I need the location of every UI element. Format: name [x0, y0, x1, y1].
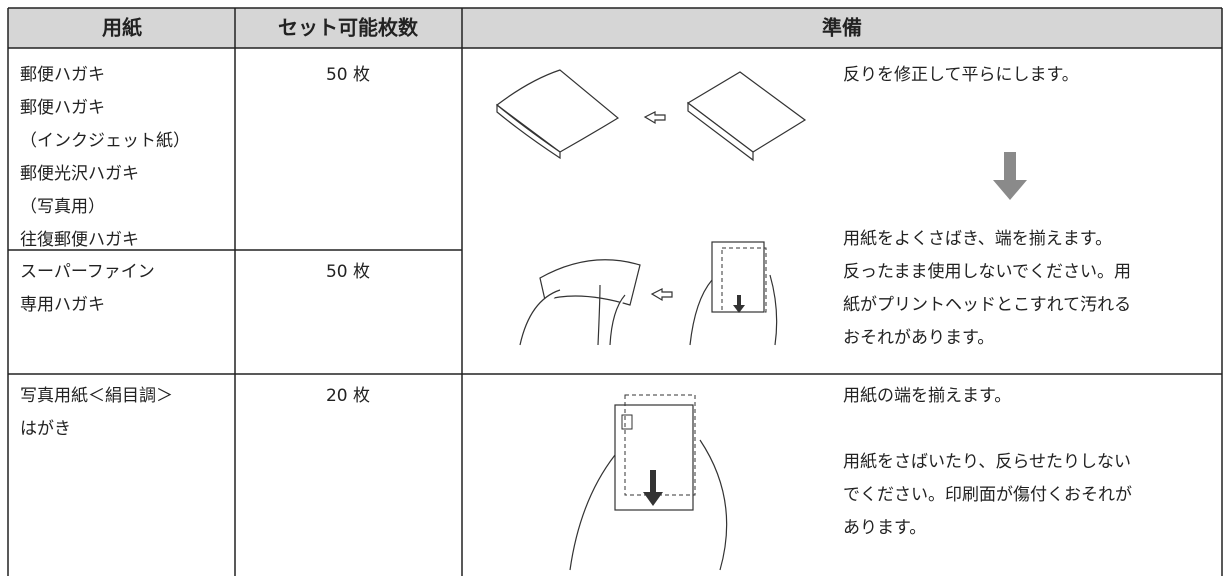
prep-text: 反ったまま使用しないでください。用 — [843, 261, 1131, 282]
paper-name: 往復郵便ハガキ — [20, 230, 139, 250]
table-borders — [7, 7, 1223, 576]
header-cell: 準備 — [822, 16, 862, 40]
sheet-count: 20 枚 — [326, 386, 370, 406]
paper-name: （インクジェット紙） — [20, 131, 190, 151]
prep-text: 紙がプリントヘッドとこすれて汚れる — [843, 295, 1131, 315]
paper-name: 専用ハガキ — [20, 295, 105, 315]
paper-name: 郵便光沢ハガキ — [20, 164, 139, 184]
paper-name: 郵便ハガキ — [20, 98, 105, 118]
sheet-count: 50 枚 — [326, 65, 370, 85]
sheet-count: 50 枚 — [326, 262, 370, 282]
paper-name: 写真用紙＜絹目調＞ — [20, 386, 173, 406]
paper-name: 郵便ハガキ — [20, 65, 105, 85]
prep-text: でください。印刷面が傷付くおそれが — [843, 485, 1132, 505]
prep-text: 用紙をよくさばき、端を揃えます。 — [843, 229, 1112, 249]
prep-text: 反りを修正して平らにします。 — [843, 65, 1079, 85]
paper-name: スーパーファイン — [20, 262, 155, 282]
prep-text: 用紙の端を揃えます。 — [843, 386, 1011, 406]
header-cell: 用紙 — [102, 16, 142, 40]
paper-name: （写真用） — [20, 197, 105, 217]
prep-text: おそれがあります。 — [843, 328, 994, 348]
prep-text: 用紙をさばいたり、反らせたりしない — [843, 452, 1131, 472]
illustration — [496, 69, 1027, 571]
paper-name: はがき — [20, 419, 71, 439]
header-background — [8, 8, 1222, 48]
header-cell: セット可能枚数 — [278, 16, 419, 40]
prep-text: あります。 — [843, 518, 926, 538]
